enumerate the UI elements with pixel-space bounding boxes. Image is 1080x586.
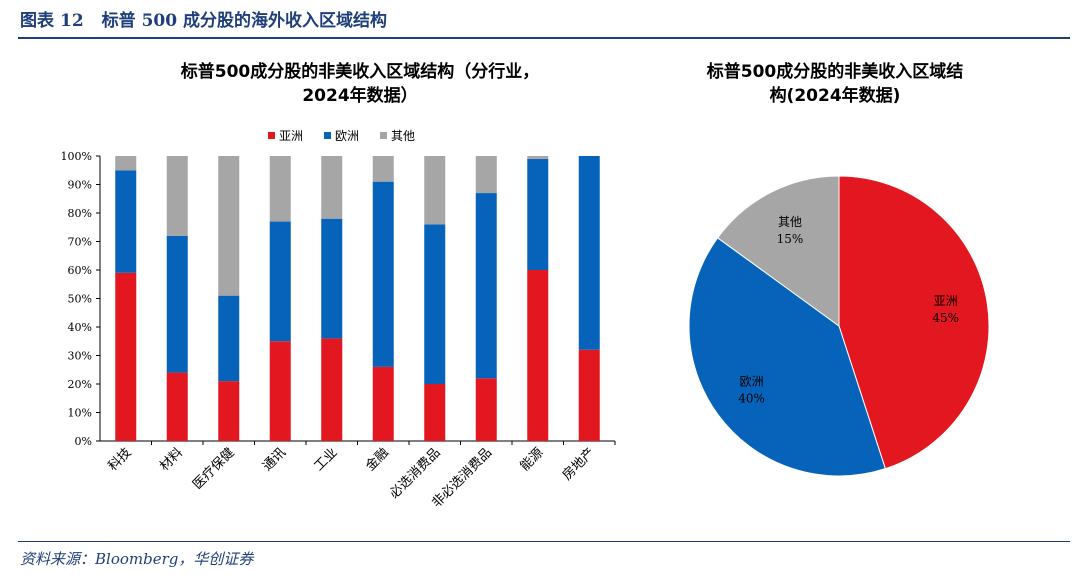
bar-segment [578,156,600,350]
bar-segment [166,156,188,236]
bar-chart-title-line-1: 标普500成分股的非美收入区域结构（分行业， [180,62,540,82]
bar-segment [218,381,240,441]
pie-slice [716,175,840,327]
bar-segment [115,156,137,171]
y-tick-label: 10% [68,407,92,420]
legend-label: 亚洲 [279,129,303,143]
legend-swatch [380,132,387,139]
y-tick-label: 40% [68,321,92,334]
bar-segment [424,384,446,441]
pie-slice-name: 亚洲 [934,294,958,308]
bar-segment [475,378,497,441]
bar-segment [115,170,137,273]
bar-segment [218,295,240,382]
bar-chart-title-line-2: 2024年数据） [302,86,418,106]
y-tick-label: 30% [68,350,92,363]
pie-chart-title-line-1: 标普500成分股的非美收入区域结 [706,62,964,82]
figure-title: 标普 500 成分股的海外收入区域结构 [101,11,387,31]
bar-segment [321,338,343,441]
legend-label: 其他 [391,129,415,143]
bar-segment [475,156,497,194]
source-note: 资料来源：Bloomberg，华创证券 [20,550,254,568]
y-tick-label: 50% [68,293,92,306]
bar-segment [527,156,549,159]
footer-rule [18,541,1070,542]
bar-segment [424,224,446,384]
bar-segment [527,158,549,270]
bar-segment [218,156,240,296]
pie-slice [688,237,886,477]
pie-slice-value: 45% [932,311,959,325]
bar-segment [372,366,394,441]
y-tick-label: 100% [61,150,92,163]
y-tick-label: 90% [68,179,92,192]
y-tick-label: 0% [75,435,92,448]
bar-segment [166,372,188,441]
y-tick-label: 20% [68,378,92,391]
header-rule [18,37,1070,39]
bar-segment [269,156,291,222]
legend-swatch [268,132,275,139]
pie-chart-title: 标普500成分股的非美收入区域结 构(2024年数据) [650,60,1020,108]
pie-slice-value: 15% [777,232,804,246]
bar-segment [115,272,137,441]
y-tick-label: 70% [68,236,92,249]
bar-segment [527,270,549,441]
bar-segment [372,181,394,367]
legend-label: 欧洲 [335,129,359,143]
pie-slice-value: 40% [738,391,765,405]
pie-slice-name: 欧洲 [740,374,764,388]
bar-segment [269,221,291,342]
bar-segment [424,156,446,225]
bar-chart-title: 标普500成分股的非美收入区域结构（分行业， 2024年数据） [110,60,610,108]
figure-label: 图表 [20,11,54,31]
bar-segment [166,235,188,373]
bar-segment [372,156,394,182]
bar-segment [475,193,497,379]
y-tick-label: 80% [68,207,92,220]
pie-slice-name: 其他 [778,215,802,229]
bar-segment [578,349,600,441]
bar-segment [321,156,343,219]
pie-slice [838,175,990,470]
y-tick-label: 60% [68,264,92,277]
figure-number: 12 [60,11,84,31]
pie-chart-title-line-2: 构(2024年数据) [769,86,901,106]
bar-segment [321,218,343,339]
figure-header: 图表 12 标普 500 成分股的海外收入区域结构 [20,6,387,31]
bar-segment [269,341,291,441]
legend-swatch [324,132,331,139]
